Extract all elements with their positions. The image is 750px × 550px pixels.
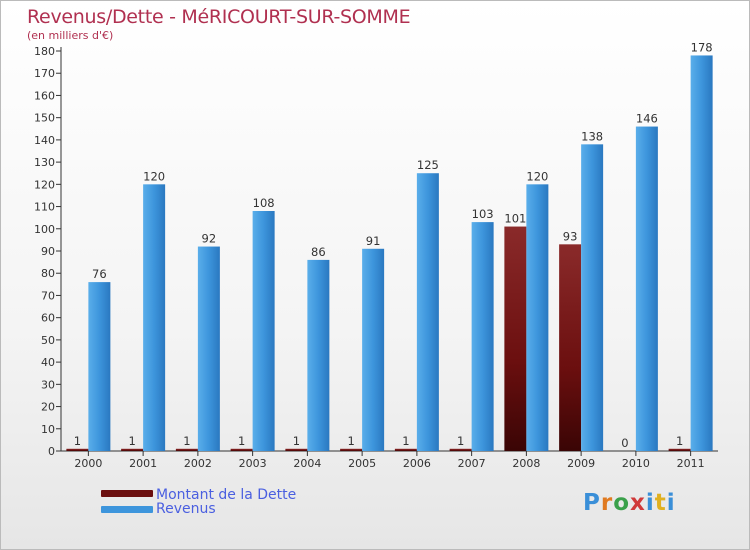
- y-tick-label: 80: [41, 267, 55, 280]
- bar-dette: [394, 448, 417, 451]
- data-label-revenus: 125: [417, 158, 439, 172]
- data-label-dette: 1: [238, 434, 245, 448]
- chart-subtitle: (en milliers d'€): [27, 29, 114, 42]
- data-label-revenus: 120: [143, 169, 165, 183]
- y-tick-label: 50: [41, 334, 55, 347]
- y-tick-label: 90: [41, 245, 55, 258]
- y-tick-label: 180: [34, 45, 55, 58]
- bar-dette: [66, 448, 89, 451]
- bar-revenus: [635, 126, 658, 452]
- data-label-revenus: 76: [92, 267, 107, 281]
- y-tick-label: 100: [34, 223, 55, 236]
- x-tick-label: 2001: [129, 457, 157, 470]
- y-tick-label: 0: [48, 445, 55, 458]
- legend-swatch-revenus: [101, 506, 153, 513]
- data-label-revenus: 178: [691, 40, 713, 54]
- bar-dette: [449, 448, 472, 451]
- bar-revenus: [307, 259, 330, 451]
- x-tick-label: 2010: [622, 457, 650, 470]
- y-tick-label: 150: [34, 112, 55, 125]
- x-tick-label: 2000: [74, 457, 102, 470]
- bar-dette: [121, 448, 144, 451]
- data-label-revenus: 146: [636, 112, 658, 126]
- x-tick-label: 2005: [348, 457, 376, 470]
- data-label-dette: 1: [676, 434, 683, 448]
- data-label-revenus: 138: [581, 129, 603, 143]
- y-tick-label: 40: [41, 356, 55, 369]
- data-label-dette: 1: [402, 434, 409, 448]
- legend-swatch-dette: [101, 490, 153, 497]
- y-tick-label: 120: [34, 178, 55, 191]
- x-tick-label: 2007: [458, 457, 486, 470]
- bar-dette: [285, 448, 308, 451]
- data-label-dette: 0: [621, 436, 628, 450]
- y-tick-label: 20: [41, 401, 55, 414]
- logo-letter: r: [600, 490, 614, 516]
- legend-label-dette: Montant de la Dette: [156, 487, 297, 503]
- logo-letter: P: [583, 490, 601, 516]
- y-tick-label: 110: [34, 201, 55, 214]
- bar-dette: [559, 244, 582, 451]
- y-tick-label: 30: [41, 378, 55, 391]
- data-label-dette: 1: [457, 434, 464, 448]
- data-label-dette: 1: [128, 434, 135, 448]
- x-tick-label: 2009: [567, 457, 595, 470]
- chart-title: Revenus/Dette - MéRICOURT-SUR-SOMME: [27, 6, 411, 28]
- y-tick-label: 70: [41, 289, 55, 302]
- y-tick-label: 10: [41, 423, 55, 436]
- bar-revenus: [197, 246, 220, 451]
- data-label-dette: 93: [563, 229, 578, 243]
- data-label-dette: 1: [74, 434, 81, 448]
- proxiti-logo: Proxiti: [583, 490, 676, 516]
- y-tick-label: 140: [34, 134, 55, 147]
- bar-dette: [340, 448, 363, 451]
- data-label-revenus: 120: [526, 169, 548, 183]
- data-label-dette: 1: [293, 434, 300, 448]
- bar-dette: [668, 448, 691, 451]
- x-tick-label: 2003: [239, 457, 267, 470]
- bar-revenus: [526, 184, 549, 452]
- data-label-revenus: 86: [311, 245, 326, 259]
- data-label-revenus: 91: [366, 234, 381, 248]
- x-tick-label: 2004: [293, 457, 321, 470]
- data-label-dette: 101: [504, 212, 526, 226]
- data-label-revenus: 103: [472, 207, 494, 221]
- bar-revenus: [88, 282, 111, 451]
- legend-label-revenus: Revenus: [156, 501, 216, 517]
- logo-letter: o: [613, 490, 631, 516]
- y-tick-label: 60: [41, 312, 55, 325]
- x-tick-label: 2011: [677, 457, 705, 470]
- y-tick-label: 160: [34, 89, 55, 102]
- y-tick-label: 130: [34, 156, 55, 169]
- bar-dette: [504, 226, 527, 451]
- data-label-dette: 1: [183, 434, 190, 448]
- data-label-revenus: 92: [202, 232, 217, 246]
- bar-dette: [175, 448, 198, 451]
- x-tick-label: 2002: [184, 457, 212, 470]
- data-label-revenus: 108: [253, 196, 275, 210]
- bar-revenus: [690, 55, 713, 451]
- bar-revenus: [252, 211, 275, 451]
- logo-letter: i: [645, 490, 655, 516]
- data-label-dette: 1: [347, 434, 354, 448]
- bar-revenus: [471, 222, 494, 451]
- bar-revenus: [143, 184, 166, 452]
- logo-letter: t: [654, 490, 667, 516]
- bar-revenus: [362, 248, 385, 451]
- bar-revenus: [581, 144, 604, 452]
- x-tick-label: 2006: [403, 457, 431, 470]
- y-tick-label: 170: [34, 67, 55, 80]
- logo-letter: i: [666, 490, 676, 516]
- bar-revenus: [416, 173, 439, 451]
- x-tick-label: 2008: [512, 457, 540, 470]
- logo-letter: x: [630, 490, 646, 516]
- bar-dette: [230, 448, 253, 451]
